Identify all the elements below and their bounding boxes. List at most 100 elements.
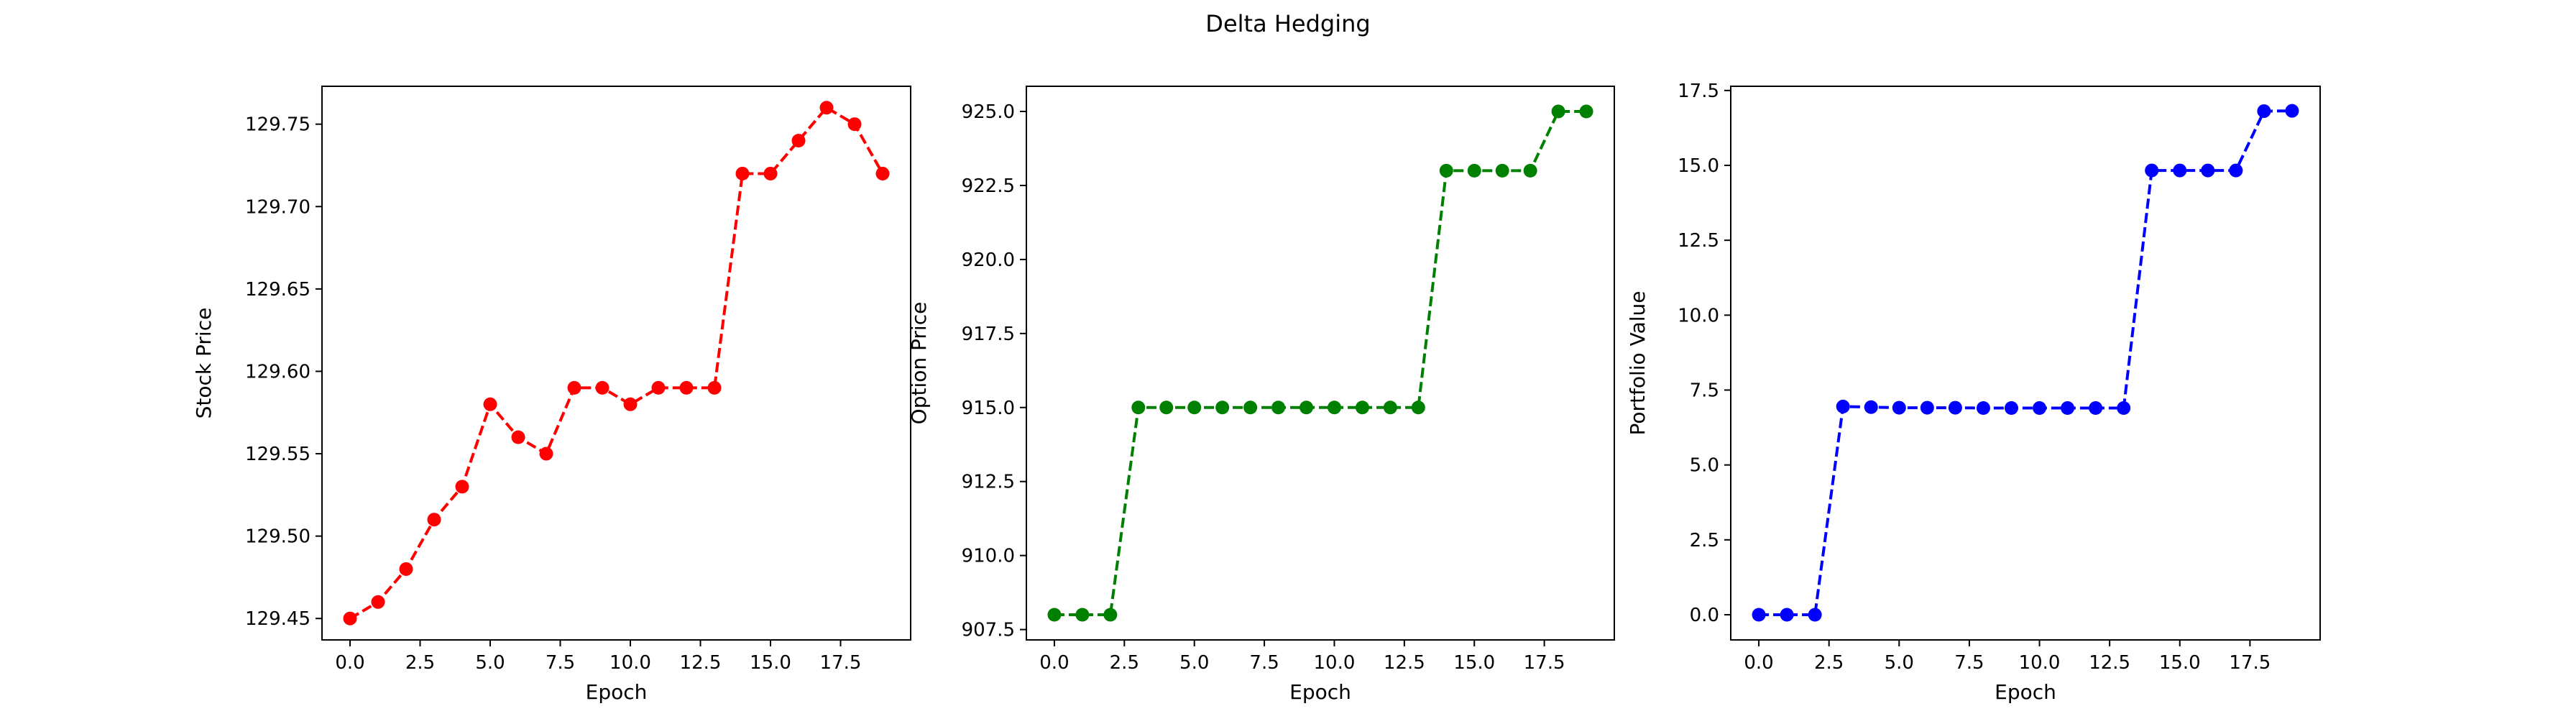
portfolio-value-data-point [1920, 400, 1934, 415]
option-price-data-point [1327, 400, 1341, 415]
stock-price-data-point [875, 166, 890, 180]
portfolio-value-x-tick-label: 0.0 [1744, 652, 1773, 674]
stock-price-data-point [455, 480, 469, 494]
stock-price-axes-frame [321, 86, 911, 641]
option-price-y-axis-label: Option Price [907, 302, 931, 425]
stock-price-x-tick-label: 5.0 [475, 652, 505, 674]
stock-price-data-point [707, 380, 722, 395]
option-price-panel: Epoch Option Price 0.0 2.5 5.0 7.5 10.0 12.5 1… [907, 86, 1615, 704]
option-price-data-point [1579, 104, 1593, 119]
portfolio-value-y-tick-label: 12.5 [1678, 230, 1719, 252]
option-price-x-tick-label: 2.5 [1110, 652, 1139, 674]
stock-price-data-point [343, 611, 357, 626]
option-price-data-point [1047, 608, 1062, 622]
stock-price-series-line [349, 106, 884, 620]
stock-price-y-tick-label: 129.50 [245, 526, 310, 548]
portfolio-value-data-point [2229, 163, 2243, 178]
option-price-data-point [1383, 400, 1397, 415]
portfolio-value-data-point [1808, 608, 1822, 622]
option-price-y-tick-label: 912.5 [962, 472, 1015, 493]
stock-price-panel: Epoch Stock Price 0.0 2.5 5.0 7.5 10.0 12.5 15… [192, 86, 911, 704]
portfolio-value-y-tick-label: 15.0 [1678, 155, 1719, 177]
stock-price-data-point [735, 166, 750, 180]
option-price-x-tick-label: 15.0 [1453, 652, 1495, 674]
option-price-x-tick-label: 5.0 [1179, 652, 1209, 674]
portfolio-value-data-point [1948, 400, 1962, 415]
option-price-data-point [1215, 400, 1230, 415]
option-price-x-tick-label: 0.0 [1039, 652, 1069, 674]
stock-price-data-point [623, 397, 638, 411]
stock-price-data-point [371, 595, 385, 609]
option-price-data-point [1075, 608, 1090, 622]
stock-price-data-point [511, 430, 525, 444]
option-price-y-tick-label: 907.5 [962, 620, 1015, 641]
portfolio-value-data-point [2061, 401, 2075, 415]
portfolio-value-y-axis-label: Portfolio Value [1626, 291, 1650, 436]
portfolio-value-data-point [1780, 608, 1794, 622]
portfolio-value-x-tick-label: 12.5 [2089, 652, 2130, 674]
option-price-data-point [1271, 400, 1286, 415]
portfolio-value-data-point [2257, 104, 2271, 119]
option-price-data-point [1439, 163, 1453, 178]
stock-price-y-tick-label: 129.60 [245, 361, 310, 383]
portfolio-value-data-point [2033, 401, 2047, 415]
portfolio-value-x-tick-label: 2.5 [1814, 652, 1844, 674]
portfolio-value-data-point [2201, 163, 2215, 178]
stock-price-x-axis-label: Epoch [586, 680, 648, 704]
option-price-y-tick-label: 915.0 [962, 398, 1015, 419]
stock-price-y-tick-label: 129.75 [245, 114, 310, 136]
option-price-data-point [1495, 163, 1509, 178]
stock-price-y-tick-label: 129.55 [245, 444, 310, 465]
stock-price-x-tick-label: 12.5 [680, 652, 722, 674]
stock-price-x-tick-label: 15.0 [750, 652, 791, 674]
option-price-data-point [1103, 608, 1118, 622]
stock-price-data-point [427, 513, 441, 527]
portfolio-value-y-tick-label: 0.0 [1690, 605, 1719, 626]
option-price-y-tick-label: 922.5 [962, 175, 1015, 197]
portfolio-value-data-point [2117, 401, 2131, 415]
option-price-x-axis-label: Epoch [1289, 680, 1351, 704]
option-price-data-point [1159, 400, 1174, 415]
portfolio-value-data-point [2145, 163, 2159, 178]
portfolio-value-x-axis-label: Epoch [1995, 680, 2056, 704]
portfolio-value-data-point [2173, 163, 2187, 178]
figure-suptitle: Delta Hedging [1205, 10, 1370, 37]
stock-price-x-tick-label: 7.5 [546, 652, 575, 674]
portfolio-value-x-tick-label: 17.5 [2229, 652, 2271, 674]
stock-price-data-point [651, 380, 666, 395]
option-price-data-point [1551, 104, 1565, 119]
stock-price-y-axis-label: Stock Price [192, 308, 216, 419]
option-price-x-tick-label: 12.5 [1384, 652, 1425, 674]
portfolio-value-y-tick-label: 5.0 [1690, 455, 1719, 477]
stock-price-x-tick-label: 17.5 [820, 652, 862, 674]
option-price-x-tick-label: 10.0 [1314, 652, 1356, 674]
option-price-data-point [1355, 400, 1369, 415]
portfolio-value-data-point [1892, 400, 1906, 415]
stock-price-data-point [567, 380, 581, 395]
option-price-axes-frame [1026, 86, 1615, 641]
stock-price-data-point [679, 380, 694, 395]
portfolio-value-y-tick-label: 7.5 [1690, 380, 1719, 402]
portfolio-value-data-point [2089, 401, 2103, 415]
portfolio-value-x-tick-label: 15.0 [2159, 652, 2201, 674]
portfolio-value-y-tick-label: 17.5 [1678, 81, 1719, 102]
option-price-y-tick-label: 920.0 [962, 249, 1015, 271]
option-price-y-tick-label: 910.0 [962, 546, 1015, 567]
option-price-y-tick-label: 925.0 [962, 101, 1015, 123]
option-price-x-tick-label: 7.5 [1249, 652, 1279, 674]
portfolio-value-data-point [1976, 401, 1990, 415]
option-price-data-point [1467, 163, 1481, 178]
portfolio-value-data-point [1752, 608, 1766, 622]
stock-price-y-tick-label: 129.65 [245, 279, 310, 301]
stock-price-data-point [595, 380, 610, 395]
option-price-data-point [1300, 400, 1314, 415]
stock-price-data-point [819, 101, 834, 115]
portfolio-value-x-tick-label: 5.0 [1885, 652, 1914, 674]
stock-price-data-point [399, 562, 413, 576]
option-price-data-point [1411, 400, 1425, 415]
portfolio-value-x-tick-label: 10.0 [2019, 652, 2061, 674]
stock-price-x-tick-label: 2.5 [405, 652, 435, 674]
option-price-data-point [1523, 163, 1537, 178]
